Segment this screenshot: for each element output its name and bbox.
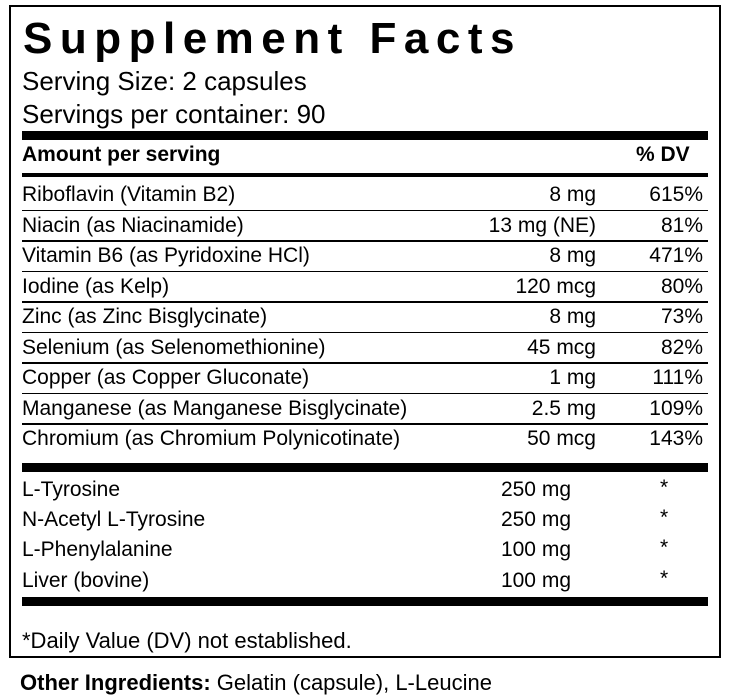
row-dv: 111% <box>652 366 703 389</box>
row-name: L-Phenylalanine <box>22 538 173 562</box>
row-dv: 82% <box>660 335 703 359</box>
row-amount: 2.5 mg <box>531 396 596 420</box>
row-name: Niacin (as Niacinamide) <box>22 213 244 237</box>
supplement-facts-panel: Supplement Facts Serving Size: 2 capsule… <box>9 5 721 658</box>
row-amount: 100 mg <box>500 538 571 562</box>
row-amount: 45 mcg <box>527 335 596 359</box>
row-name: Iodine (as Kelp) <box>22 274 170 298</box>
row-divider <box>22 331 708 333</box>
other-ingredients-text: Gelatin (capsule), L-Leucine <box>210 670 492 695</box>
row-amount: 250 mg <box>500 508 571 532</box>
ingredient-row: N-Acetyl L-Tyrosine 250 mg * <box>22 505 708 535</box>
nutrient-row: Vitamin B6 (as Pyridoxine HCl) 8 mg 471% <box>22 241 708 271</box>
row-divider <box>22 392 708 394</box>
nutrient-row: Niacin (as Niacinamide) 13 mg (NE) 81% <box>22 211 708 241</box>
row-divider <box>22 270 708 272</box>
other-ingredients-label: Other Ingredients: <box>20 670 211 695</box>
row-name: Riboflavin (Vitamin B2) <box>22 183 236 206</box>
row-dv: 143% <box>649 427 703 450</box>
row-amount: 1 mg <box>549 366 596 389</box>
nutrient-row: Manganese (as Manganese Bisglycinate) 2.5… <box>22 394 708 424</box>
row-amount: 100 mg <box>500 568 571 592</box>
serving-size: Serving Size: 2 capsules <box>22 66 307 96</box>
row-dv: * <box>660 506 669 530</box>
nutrient-row: Chromium (as Chromium Polynicotinate) 50 … <box>22 424 708 454</box>
row-amount: 50 mcg <box>527 427 596 450</box>
row-divider <box>22 362 708 364</box>
row-name: L-Tyrosine <box>22 478 121 501</box>
row-amount: 250 mg <box>500 478 571 501</box>
row-dv: 615% <box>649 183 703 206</box>
row-divider <box>22 423 708 425</box>
medium-divider <box>22 173 708 177</box>
nutrient-row: Zinc (as Zinc Bisglycinate) 8 mg 73% <box>22 302 708 332</box>
nutrient-row: Selenium (as Selenomethionine) 45 mcg 82% <box>22 333 708 363</box>
row-dv: 80% <box>660 274 703 298</box>
row-amount: 8 mg <box>549 305 596 328</box>
row-dv: 73% <box>660 305 703 328</box>
thick-divider-bottom <box>22 597 708 606</box>
thick-divider-middle <box>22 463 708 472</box>
dv-footnote: *Daily Value (DV) not established. <box>22 628 352 653</box>
ingredient-row: Liver (bovine) 100 mg * <box>22 566 708 596</box>
servings-per-container: Servings per container: 90 <box>22 99 326 129</box>
thick-divider-top <box>22 131 708 140</box>
row-dv: 81% <box>660 213 703 237</box>
ingredient-row: L-Tyrosine 250 mg * <box>22 475 708 505</box>
panel-title: Supplement Facts <box>23 14 522 63</box>
row-amount: 8 mg <box>549 244 596 267</box>
row-name: Copper (as Copper Gluconate) <box>22 366 310 389</box>
row-dv: * <box>660 566 669 590</box>
row-dv: * <box>660 536 669 560</box>
row-divider <box>22 209 708 211</box>
row-name: Chromium (as Chromium Polynicotinate) <box>22 427 401 450</box>
row-name: N-Acetyl L-Tyrosine <box>22 508 206 532</box>
other-ingredients: Other Ingredients: Gelatin (capsule), L-… <box>20 670 492 696</box>
row-amount: 8 mg <box>549 183 596 206</box>
nutrient-row: Riboflavin (Vitamin B2) 8 mg 615% <box>22 180 708 210</box>
nutrient-row: Iodine (as Kelp) 120 mcg 80% <box>22 272 708 302</box>
row-name: Vitamin B6 (as Pyridoxine HCl) <box>22 244 310 267</box>
row-dv: 109% <box>649 396 703 420</box>
row-amount: 13 mg (NE) <box>488 213 596 237</box>
nutrient-row: Copper (as Copper Gluconate) 1 mg 111% <box>22 363 708 393</box>
ingredient-row: L-Phenylalanine 100 mg * <box>22 535 708 565</box>
amount-per-serving-header: Amount per serving <box>22 143 221 166</box>
row-divider <box>22 240 708 242</box>
row-dv: * <box>660 476 669 499</box>
row-amount: 120 mcg <box>515 274 596 298</box>
row-name: Zinc (as Zinc Bisglycinate) <box>22 305 268 328</box>
row-dv: 471% <box>649 244 703 267</box>
row-name: Manganese (as Manganese Bisglycinate) <box>22 396 408 420</box>
dv-header: % DV <box>636 143 690 166</box>
row-name: Liver (bovine) <box>22 568 150 592</box>
row-name: Selenium (as Selenomethionine) <box>22 335 326 359</box>
row-divider <box>22 301 708 303</box>
